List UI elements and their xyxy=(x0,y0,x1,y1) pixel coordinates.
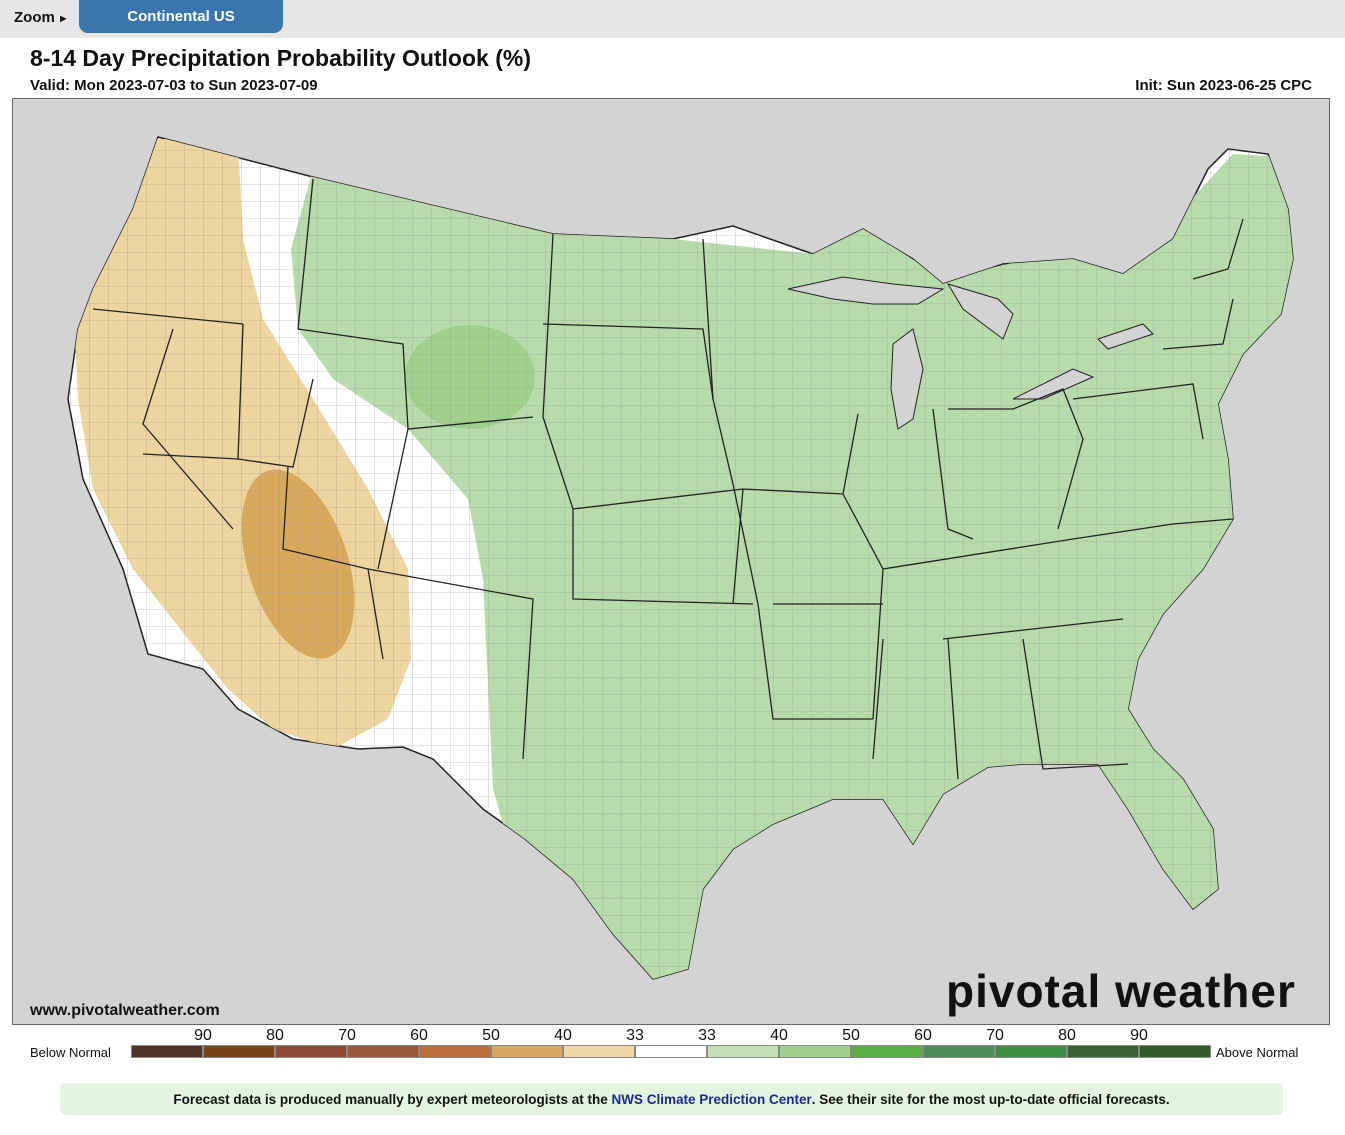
forecast-disclaimer: Forecast data is produced manually by ex… xyxy=(60,1083,1283,1115)
legend-tick-label: 50 xyxy=(482,1027,500,1044)
legend-tick-label: 60 xyxy=(914,1027,932,1044)
legend-swatch xyxy=(203,1045,275,1058)
legend-tick-label: 80 xyxy=(266,1027,284,1044)
legend-tick-label: 50 xyxy=(842,1027,860,1044)
disclaimer-text-end: . See their site for the most up-to-date… xyxy=(811,1091,1170,1107)
cpc-link[interactable]: NWS Climate Prediction Center xyxy=(611,1091,812,1107)
legend-swatch xyxy=(1139,1045,1211,1058)
legend-swatch xyxy=(131,1045,203,1058)
map-svg xyxy=(13,99,1329,1024)
legend-tick-label: 90 xyxy=(194,1027,212,1044)
valid-period: Valid: Mon 2023-07-03 to Sun 2023-07-09 xyxy=(30,77,318,94)
legend-tick-label: 70 xyxy=(338,1027,356,1044)
legend-tick-label: 40 xyxy=(554,1027,572,1044)
legend-tick-label: 33 xyxy=(698,1027,716,1044)
region-select-button[interactable]: Continental US xyxy=(79,0,283,33)
legend-swatch xyxy=(419,1045,491,1058)
legend-swatch xyxy=(995,1045,1067,1058)
legend-swatch xyxy=(347,1045,419,1058)
site-url: www.pivotalweather.com xyxy=(30,1002,220,1019)
zoom-arrow-icon: ► xyxy=(57,13,69,25)
legend-tick-label: 90 xyxy=(1130,1027,1148,1044)
pivotal-weather-logo: pivotal weather xyxy=(946,965,1296,1017)
color-legend: Below Normal Above Normal 90 80 70 60 50 40 33… xyxy=(0,1025,1345,1067)
legend-tick-label: 80 xyxy=(1058,1027,1076,1044)
zoom-label-text: Zoom xyxy=(14,9,55,26)
legend-tick-label: 70 xyxy=(986,1027,1004,1044)
state-borders xyxy=(92,178,1244,780)
legend-swatch xyxy=(275,1045,347,1058)
top-bar: Zoom ► Continental US xyxy=(0,0,1345,38)
legend-swatch xyxy=(635,1045,707,1058)
legend-swatch xyxy=(923,1045,995,1058)
outlook-map[interactable] xyxy=(12,98,1330,1025)
legend-swatch xyxy=(1067,1045,1139,1058)
legend-tick-label: 60 xyxy=(410,1027,428,1044)
legend-swatch xyxy=(851,1045,923,1058)
page-title: 8-14 Day Precipitation Probability Outlo… xyxy=(30,45,531,71)
legend-swatch xyxy=(563,1045,635,1058)
disclaimer-text-start: Forecast data is produced manually by ex… xyxy=(173,1091,608,1107)
great-lakes xyxy=(787,276,1154,430)
legend-swatch xyxy=(779,1045,851,1058)
legend-tick-label: 33 xyxy=(626,1027,644,1044)
legend-below-normal-label: Below Normal xyxy=(30,1045,111,1060)
zoom-label: Zoom ► xyxy=(14,9,69,26)
legend-tick-label: 40 xyxy=(770,1027,788,1044)
legend-swatch xyxy=(707,1045,779,1058)
legend-above-normal-label: Above Normal xyxy=(1216,1045,1299,1060)
legend-swatch xyxy=(491,1045,563,1058)
init-time: Init: Sun 2023-06-25 CPC xyxy=(1135,77,1312,94)
